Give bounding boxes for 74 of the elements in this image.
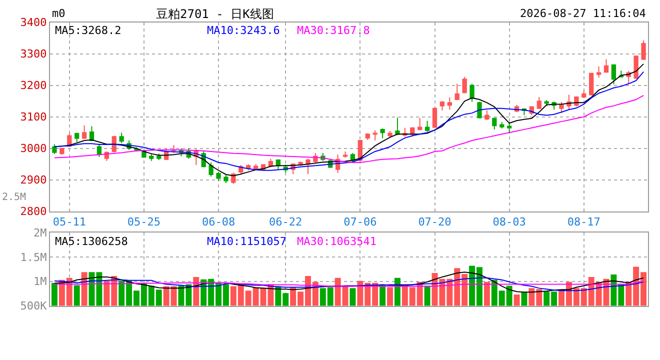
candlestick: [500, 122, 504, 129]
text: m0: [52, 7, 66, 20]
candlestick: [372, 130, 378, 141]
x-tick-label: 06-22: [269, 216, 302, 229]
text: MA30:1063541: [297, 235, 376, 248]
x-tick-label: 05-11: [52, 216, 86, 229]
candlestick: [611, 64, 616, 85]
y-tick-label: 2900: [20, 174, 47, 187]
candlestick: [156, 153, 162, 160]
candlestick: [224, 174, 228, 184]
candlestick: [477, 101, 482, 119]
x-tick-label: 07-20: [418, 216, 452, 229]
candlestick: [454, 83, 460, 101]
candlestick: [574, 96, 579, 107]
candlestick: [395, 117, 400, 135]
x-tick-label: 08-03: [492, 216, 526, 229]
candlestick: [634, 54, 638, 80]
y-tick-label: 500K: [20, 300, 48, 313]
text: MA10:3243.6: [207, 24, 280, 37]
candlestick: [208, 162, 214, 178]
y-tick-label: 1M: [34, 275, 48, 288]
y-tick-label: 3400: [20, 16, 47, 30]
x-tick-label: 05-25: [127, 216, 161, 229]
y-tick-label: 1.5M: [20, 250, 48, 264]
candlestick: [462, 76, 467, 94]
candlestick: [484, 110, 490, 120]
candlestick: [216, 171, 221, 182]
text: MA5:3268.2: [55, 24, 122, 37]
candlestick: [418, 117, 422, 131]
candlestick: [74, 132, 80, 143]
y-tick-label: 2800: [20, 205, 47, 218]
candlestick: [470, 83, 474, 102]
candlestick: [641, 40, 646, 61]
candlestick: [82, 124, 87, 140]
candlestick: [52, 144, 57, 155]
x-tick-label: 07-06: [344, 216, 377, 229]
text: MA5:1306258: [55, 235, 128, 248]
candlestick: [589, 72, 594, 96]
x-tick-label: 06-08: [202, 216, 236, 229]
candlestick: [596, 66, 602, 78]
candlestick: [536, 96, 542, 110]
candlestick: [89, 126, 94, 142]
candlestick: [492, 117, 497, 130]
candlestick: [231, 172, 236, 184]
candlestick: [440, 100, 445, 112]
text: MA10:1151057: [207, 235, 286, 248]
candlestick: [342, 150, 348, 158]
candlestick: [582, 90, 586, 98]
y-tick-label: 3200: [20, 79, 47, 92]
candlestick: [432, 106, 438, 128]
y-tick-label: 2M: [34, 226, 48, 240]
candlestick: [365, 132, 370, 140]
candlestick: [388, 130, 392, 138]
chart-title: 豆粕2701 - 日K线图: [156, 7, 274, 21]
candlestick: [559, 102, 564, 114]
line-series: [54, 277, 644, 292]
candlestick: [380, 128, 385, 139]
y-tick-label: 3000: [20, 142, 47, 156]
candlestick: [306, 158, 310, 175]
candlestick: [60, 148, 64, 156]
candlestick: [544, 100, 549, 106]
text: 2.5M: [2, 192, 26, 203]
text: 2026-08-27 11:16:04: [520, 7, 646, 20]
candlestick: [447, 96, 452, 110]
x-tick-label: 08-17: [567, 216, 600, 229]
y-tick-label: 3100: [20, 110, 47, 124]
line-series: [54, 94, 644, 164]
text: MA30:3167.8: [297, 24, 370, 37]
y-tick-label: 3300: [20, 48, 47, 61]
candlestick: [506, 122, 512, 134]
candlestick: [119, 132, 124, 144]
candlestick: [424, 120, 430, 132]
candlestick: [149, 153, 154, 162]
candlestick: [604, 58, 609, 74]
